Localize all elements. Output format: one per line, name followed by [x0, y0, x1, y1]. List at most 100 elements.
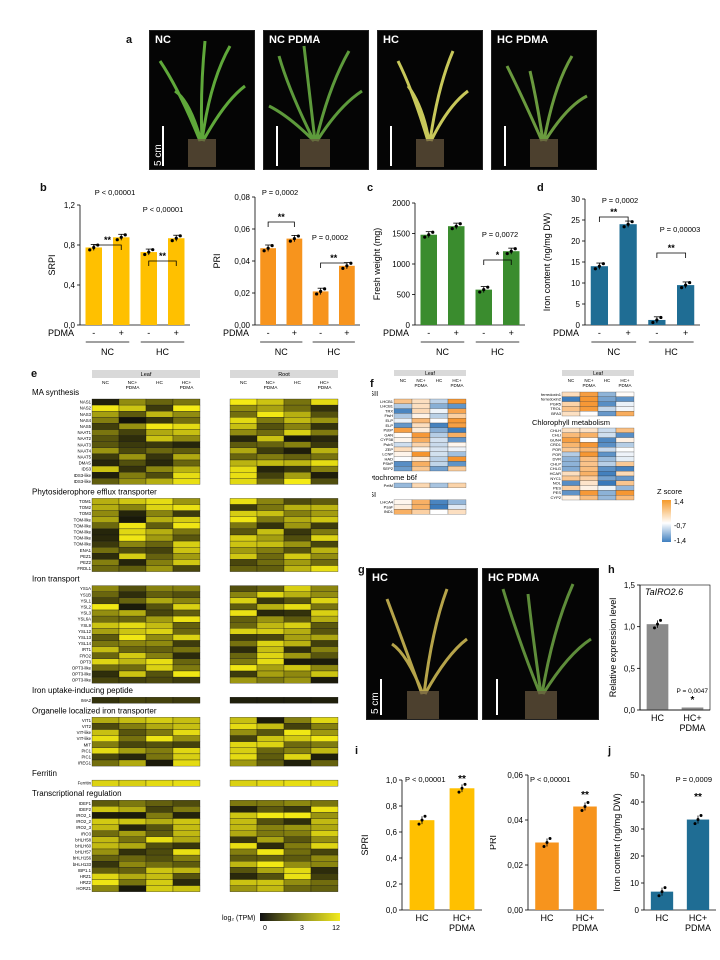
photo-label: NC	[155, 34, 171, 46]
heatmap-cell	[447, 446, 467, 452]
heatmap-cell	[256, 836, 285, 844]
bar	[113, 237, 130, 325]
gene-label: IDS3	[81, 467, 91, 472]
heatmap-cell	[561, 461, 581, 467]
heatmap-cell	[229, 472, 258, 479]
heatmap-cell	[256, 435, 285, 442]
heatmap-cell	[172, 540, 201, 548]
data-point	[660, 890, 664, 894]
heatmap-cell	[145, 411, 174, 418]
heatmap-cell	[91, 741, 120, 748]
heatmap-cell	[145, 873, 174, 880]
heatmap-cell	[91, 779, 120, 787]
section-title: Iron transport	[32, 575, 80, 584]
heatmap-cell	[229, 429, 258, 436]
y-tick-label: 0,08	[234, 193, 250, 202]
heatmap-cell	[310, 818, 339, 825]
heatmap-cell	[310, 534, 339, 542]
heatmap-cell	[91, 652, 120, 659]
photo-hc-pdma: HC PDMA	[491, 30, 597, 170]
y-tick-label: 0,0	[386, 906, 398, 915]
heatmap-cell	[145, 885, 174, 892]
heatmap-cell	[229, 800, 258, 807]
data-point	[423, 814, 427, 818]
heatmap-cell	[597, 391, 617, 397]
heatmap-cell	[429, 461, 449, 467]
heatmap-cell	[229, 741, 258, 748]
heatmap-cell	[256, 597, 285, 605]
heatmap-cell	[256, 404, 285, 412]
heatmap-cell	[561, 437, 581, 443]
gene-label: YS1A	[80, 586, 91, 591]
gene-label: YSL2	[80, 605, 91, 610]
chart-i-spri: 0,0 0,2 0,4 0,6 0,8 1,0 SPRI HC HC+PDMA P < 0,000…	[360, 774, 482, 933]
heatmap-cell	[310, 717, 339, 724]
y-tick-label: 20	[630, 852, 639, 861]
y-tick-label: 1500	[392, 230, 410, 239]
heatmap-cell	[597, 442, 617, 448]
heatmap-cell	[393, 422, 413, 428]
heatmap-cell	[145, 417, 174, 424]
data-point	[143, 252, 147, 257]
significance-bracket	[148, 260, 177, 266]
data-point	[323, 287, 327, 291]
heatmap-cell	[145, 664, 174, 672]
heatmap-cell	[172, 411, 201, 418]
heatmap-cell	[91, 854, 120, 862]
pdma-label: PDMA	[553, 328, 579, 338]
heatmap-cell	[118, 779, 147, 787]
heatmap-cell	[310, 585, 339, 592]
heatmap-cell	[310, 559, 339, 566]
heatmap-cell	[118, 806, 147, 813]
heatmap-cell	[91, 472, 120, 479]
gene-label: IDS3-like	[74, 473, 92, 478]
heatmap-cell	[283, 747, 312, 755]
x-tick-label: HC	[651, 713, 664, 723]
heatmap-cell	[229, 603, 258, 611]
gene-label: ferredoxin2	[541, 397, 562, 402]
heatmap-cell	[411, 461, 431, 467]
gene-label: LHCA4	[380, 500, 394, 505]
heatmap-cell	[411, 442, 431, 448]
heatmap-cell	[615, 391, 635, 397]
gene-label: PIC1	[81, 748, 91, 753]
gene-label: ENA1	[80, 548, 92, 553]
heatmap-cell	[172, 441, 201, 448]
heatmap-cell	[310, 652, 339, 659]
heatmap-cell	[393, 403, 413, 409]
data-point	[270, 244, 274, 248]
heatmap-cell	[615, 480, 635, 486]
gene-label: bHLH133	[73, 862, 92, 867]
panel-label-g: g	[358, 564, 365, 576]
heatmap-cell	[283, 800, 312, 807]
heatmap-cell	[283, 591, 312, 598]
x-tick-label: PDMA	[572, 923, 598, 933]
heatmap-cell	[229, 830, 258, 837]
heatmap-cell	[283, 534, 312, 542]
heatmap-cell	[91, 879, 120, 886]
heatmap-cell	[283, 472, 312, 479]
significance-bracket	[483, 259, 512, 265]
condition-label: HC+	[452, 378, 461, 383]
data-point	[174, 236, 178, 240]
heatmap-cell	[145, 753, 174, 761]
heatmap-cell	[118, 861, 147, 868]
pdma-sign: -	[427, 328, 430, 338]
heatmap-cell	[256, 559, 285, 566]
photo-label: HC	[372, 572, 388, 584]
heatmap-cell	[145, 591, 174, 598]
bar	[140, 252, 157, 325]
data-point	[688, 280, 692, 285]
heatmap-cell	[91, 824, 120, 831]
heatmap-cell	[561, 427, 581, 433]
gene-label: PIC1	[81, 755, 91, 760]
heatmap-cell	[91, 459, 120, 467]
chart-b-srpi: 0,0 0,4 0,8 1,2 SRPI - + - + PDMA NC HC ** P < 0,0000…	[47, 188, 190, 357]
heatmap-cell	[393, 482, 413, 488]
pdma-sign: +	[344, 328, 349, 338]
heatmap-cell	[310, 465, 339, 473]
heatmap-cell	[118, 824, 147, 831]
heatmap-cell	[447, 509, 467, 515]
heatmap-cell	[411, 422, 431, 428]
y-tick-label: 0,6	[386, 828, 398, 837]
